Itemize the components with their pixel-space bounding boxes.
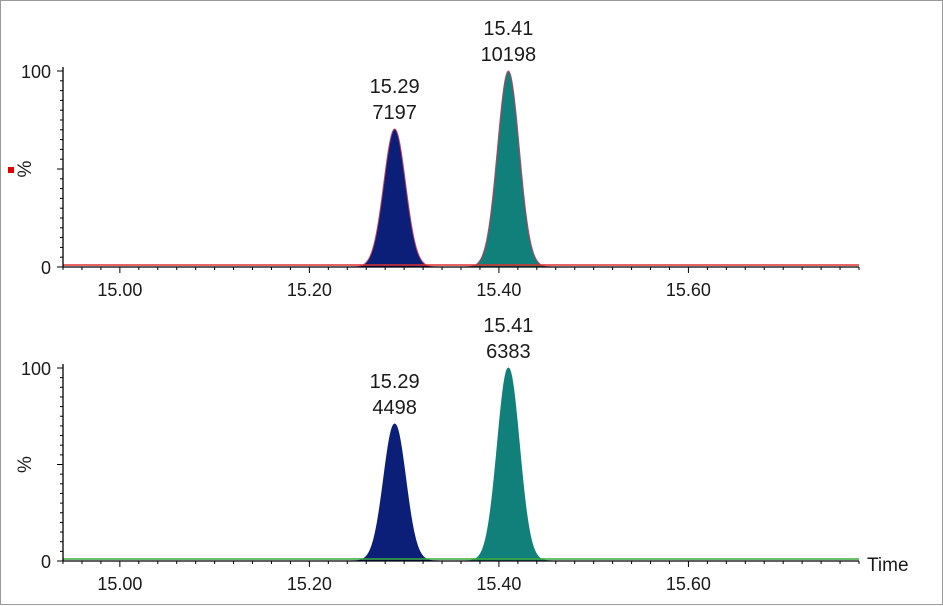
y-tick-label-min: 0 (41, 552, 51, 572)
peak-area-label: 4498 (372, 397, 417, 419)
x-tick-label: 15.40 (476, 280, 521, 300)
peak-15-29 (350, 128, 439, 268)
peak-rt-label: 15.29 (370, 76, 420, 98)
peak-rt-label: 15.41 (483, 315, 533, 337)
peak-rt-label: 15.41 (483, 18, 533, 40)
x-tick-label: 15.00 (97, 574, 142, 594)
y-tick-label-max: 100 (21, 62, 51, 82)
peak-area-label: 10198 (481, 44, 537, 66)
peak-area-label: 6383 (486, 341, 531, 363)
x-axis-label: Time (867, 555, 909, 576)
y-axis-label: % (15, 456, 36, 473)
x-tick-label: 15.60 (666, 280, 711, 300)
x-tick-label: 15.00 (97, 280, 142, 300)
y-tick-label-max: 100 (21, 359, 51, 379)
peak-rt-label: 15.29 (370, 371, 420, 393)
peak-15-41 (464, 70, 553, 268)
trace-marker (8, 167, 14, 173)
x-tick-label: 15.60 (666, 574, 711, 594)
peak-15-41 (464, 367, 553, 562)
y-axis-label: % (15, 160, 36, 177)
x-tick-label: 15.20 (287, 574, 332, 594)
x-tick-label: 15.40 (476, 574, 521, 594)
y-tick-label-min: 0 (41, 258, 51, 278)
peak-15-29 (350, 423, 439, 562)
peak-area-label: 7197 (372, 102, 417, 124)
x-tick-label: 15.20 (287, 280, 332, 300)
